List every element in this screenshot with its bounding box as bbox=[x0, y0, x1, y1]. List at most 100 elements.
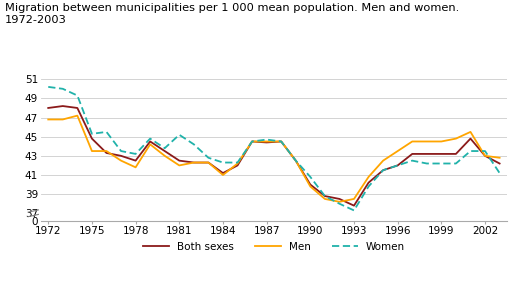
Women bbox=[307, 175, 313, 179]
Both sexes bbox=[293, 159, 299, 162]
Both sexes bbox=[147, 140, 153, 143]
Men bbox=[60, 118, 66, 121]
Both sexes bbox=[438, 152, 444, 156]
Men bbox=[366, 175, 372, 179]
Both sexes bbox=[162, 149, 168, 153]
Men bbox=[336, 200, 343, 203]
Both sexes bbox=[366, 181, 372, 184]
Women bbox=[103, 130, 110, 134]
Men bbox=[278, 140, 284, 143]
Men bbox=[74, 114, 80, 117]
Both sexes bbox=[220, 171, 226, 175]
Men bbox=[322, 197, 328, 201]
Both sexes bbox=[74, 106, 80, 110]
Women bbox=[147, 137, 153, 140]
Women bbox=[191, 143, 197, 146]
Both sexes bbox=[60, 104, 66, 108]
Women bbox=[293, 159, 299, 162]
Both sexes bbox=[264, 141, 270, 144]
Women bbox=[45, 85, 51, 89]
Men bbox=[380, 159, 386, 162]
Women bbox=[395, 164, 401, 167]
Both sexes bbox=[395, 164, 401, 167]
Men bbox=[497, 156, 503, 159]
Men bbox=[147, 143, 153, 146]
Text: Migration between municipalities per 1 000 mean population. Men and women.
1972-: Migration between municipalities per 1 0… bbox=[5, 3, 459, 25]
Women bbox=[467, 149, 474, 153]
Women bbox=[424, 162, 430, 165]
Line: Men: Men bbox=[48, 116, 500, 202]
Women bbox=[74, 94, 80, 97]
Men bbox=[395, 149, 401, 153]
Both sexes bbox=[380, 168, 386, 172]
Women bbox=[351, 209, 357, 212]
Both sexes bbox=[89, 137, 95, 140]
Men bbox=[205, 161, 211, 164]
Men bbox=[191, 161, 197, 164]
Men bbox=[89, 149, 95, 153]
Both sexes bbox=[118, 154, 124, 158]
Both sexes bbox=[453, 152, 459, 156]
Women bbox=[205, 156, 211, 159]
Men bbox=[409, 140, 415, 143]
Both sexes bbox=[278, 140, 284, 143]
Women bbox=[60, 87, 66, 91]
Men bbox=[482, 154, 488, 158]
Women bbox=[336, 202, 343, 205]
Men bbox=[162, 154, 168, 158]
Both sexes bbox=[482, 154, 488, 158]
Legend: Both sexes, Men, Women: Both sexes, Men, Women bbox=[138, 237, 410, 256]
Both sexes bbox=[467, 137, 474, 140]
Men bbox=[249, 140, 255, 143]
Men bbox=[264, 140, 270, 143]
Both sexes bbox=[424, 152, 430, 156]
Line: Women: Women bbox=[48, 87, 500, 211]
Both sexes bbox=[497, 162, 503, 165]
Women bbox=[234, 161, 241, 164]
Both sexes bbox=[103, 151, 110, 155]
Both sexes bbox=[336, 197, 343, 201]
Both sexes bbox=[205, 161, 211, 164]
Women bbox=[453, 162, 459, 165]
Men bbox=[45, 118, 51, 121]
Both sexes bbox=[133, 159, 139, 162]
Men bbox=[293, 159, 299, 162]
Men bbox=[351, 197, 357, 201]
Women bbox=[176, 133, 182, 136]
Both sexes bbox=[249, 140, 255, 143]
Women bbox=[438, 162, 444, 165]
Women bbox=[264, 138, 270, 141]
Both sexes bbox=[307, 183, 313, 186]
Both sexes bbox=[176, 159, 182, 162]
Men bbox=[133, 166, 139, 169]
Men bbox=[220, 173, 226, 177]
Women bbox=[133, 152, 139, 156]
Both sexes bbox=[234, 164, 241, 167]
Men bbox=[438, 140, 444, 143]
Women bbox=[249, 140, 255, 143]
Women bbox=[322, 194, 328, 198]
Men bbox=[234, 162, 241, 165]
Women bbox=[220, 161, 226, 164]
Line: Both sexes: Both sexes bbox=[48, 106, 500, 206]
Men bbox=[424, 140, 430, 143]
Both sexes bbox=[45, 106, 51, 110]
Both sexes bbox=[191, 161, 197, 164]
Both sexes bbox=[322, 194, 328, 198]
Men bbox=[118, 159, 124, 162]
Women bbox=[278, 140, 284, 143]
Both sexes bbox=[409, 152, 415, 156]
Women bbox=[89, 132, 95, 136]
Men bbox=[467, 130, 474, 134]
Men bbox=[453, 137, 459, 140]
Women bbox=[118, 149, 124, 153]
Men bbox=[307, 185, 313, 188]
Both sexes bbox=[351, 204, 357, 207]
Women bbox=[497, 171, 503, 175]
Women bbox=[380, 168, 386, 172]
Women bbox=[409, 159, 415, 162]
Men bbox=[176, 164, 182, 167]
Men bbox=[103, 149, 110, 153]
Women bbox=[366, 185, 372, 188]
Women bbox=[162, 147, 168, 150]
